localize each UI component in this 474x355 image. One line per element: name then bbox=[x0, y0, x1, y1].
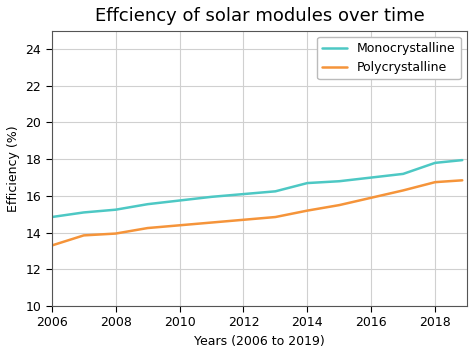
Polycrystalline bbox=[459, 178, 465, 182]
Monocrystalline bbox=[81, 210, 87, 214]
Monocrystalline bbox=[273, 189, 278, 193]
Monocrystalline bbox=[459, 158, 465, 162]
Polycrystalline bbox=[432, 180, 438, 184]
Monocrystalline bbox=[241, 192, 246, 196]
Polycrystalline bbox=[209, 220, 214, 225]
Polycrystalline bbox=[368, 196, 374, 200]
Title: Effciency of solar modules over time: Effciency of solar modules over time bbox=[94, 7, 424, 25]
Polycrystalline bbox=[113, 231, 118, 236]
Polycrystalline bbox=[304, 208, 310, 213]
Monocrystalline bbox=[368, 175, 374, 180]
Line: Polycrystalline: Polycrystalline bbox=[52, 180, 462, 246]
Monocrystalline bbox=[337, 179, 342, 184]
Monocrystalline bbox=[401, 172, 406, 176]
Monocrystalline bbox=[113, 208, 118, 212]
Monocrystalline bbox=[304, 181, 310, 185]
Monocrystalline bbox=[145, 202, 150, 206]
Polycrystalline bbox=[401, 188, 406, 192]
Polycrystalline bbox=[49, 244, 55, 248]
Polycrystalline bbox=[145, 226, 150, 230]
Polycrystalline bbox=[177, 223, 182, 228]
Polycrystalline bbox=[273, 215, 278, 219]
Polycrystalline bbox=[81, 233, 87, 237]
Y-axis label: Efficiency (%): Efficiency (%) bbox=[7, 125, 20, 212]
Polycrystalline bbox=[241, 218, 246, 222]
Polycrystalline bbox=[337, 203, 342, 207]
Monocrystalline bbox=[177, 198, 182, 203]
Legend: Monocrystalline, Polycrystalline: Monocrystalline, Polycrystalline bbox=[317, 37, 461, 79]
Monocrystalline bbox=[209, 195, 214, 199]
Monocrystalline bbox=[432, 161, 438, 165]
Monocrystalline bbox=[49, 215, 55, 219]
X-axis label: Years (2006 to 2019): Years (2006 to 2019) bbox=[194, 335, 325, 348]
Line: Monocrystalline: Monocrystalline bbox=[52, 160, 462, 217]
